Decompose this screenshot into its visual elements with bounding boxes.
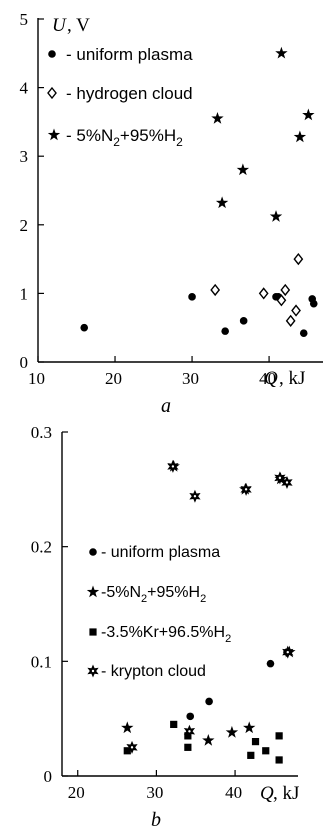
data-point: [184, 732, 192, 740]
data-point: [211, 111, 224, 124]
legend: - uniform plasma -5%N2+95%H2 -3.5%Kr+96.…: [101, 544, 231, 680]
data-point: [239, 317, 248, 325]
y-tick-label: 0: [44, 767, 53, 786]
data-point: [225, 725, 239, 738]
x-tick-label: 30: [146, 783, 163, 802]
legend-marker: [86, 585, 100, 598]
data-point: [262, 747, 270, 755]
data-point: [126, 740, 138, 754]
legend: - uniform plasma - hydrogen cloud - 5%N2…: [66, 45, 193, 149]
x-tick-label: 20: [68, 783, 85, 802]
y-tick-label: 5: [20, 10, 29, 29]
y-tick-label: 4: [20, 79, 29, 98]
y-tick-label: 0: [20, 353, 29, 372]
y-tick-label: 0.2: [31, 538, 52, 557]
legend-label: - uniform plasma: [101, 544, 220, 561]
data-point: [293, 130, 307, 143]
y-tick-label: 0.3: [31, 423, 52, 442]
legend-marker: [47, 128, 61, 141]
data-point: [302, 108, 315, 121]
data-point: [247, 751, 255, 759]
data-point: [167, 459, 179, 473]
data-point: [210, 283, 221, 297]
data-point: [258, 287, 269, 300]
y-tick-label: 2: [20, 216, 29, 235]
data-point: [275, 756, 283, 764]
legend-label: - uniform plasma: [66, 45, 193, 64]
panel-b: Q , kJ b 20 30 40 0 0.1 0.2 0.3 - uniform plas…: [31, 423, 300, 831]
legend-label: - krypton cloud: [101, 663, 206, 680]
data-point: [280, 283, 291, 297]
data-point: [240, 482, 252, 496]
x-axis-label: Q: [264, 368, 278, 389]
data-point: [236, 163, 250, 176]
x-tick-label: 20: [105, 369, 122, 388]
data-point: [276, 294, 287, 307]
panel-label-a: a: [161, 395, 171, 417]
x-tick-label: 40: [225, 783, 242, 802]
x-tick-label: 40: [259, 369, 276, 388]
legend-marker: [87, 664, 99, 678]
y-axis-unit: , V: [67, 15, 90, 36]
legend-marker: [89, 628, 97, 636]
y-tick-label: 3: [20, 147, 29, 166]
legend-label: -3.5%Kr+96.5%H2: [101, 624, 231, 645]
data-point: [221, 327, 229, 335]
data-point: [285, 314, 296, 327]
data-point: [281, 475, 293, 489]
data-point: [123, 747, 131, 755]
data-point: [202, 733, 215, 746]
data-point: [80, 323, 89, 332]
data-point: [274, 471, 286, 485]
x-tick-label: 30: [182, 369, 199, 388]
data-point: [170, 720, 178, 728]
data-point: [121, 721, 134, 734]
data-point: [299, 329, 308, 337]
data-point: [251, 738, 260, 746]
panel-label-b: b: [151, 809, 161, 831]
data-point: [186, 712, 195, 721]
data-point: [293, 252, 304, 266]
data-point: [309, 299, 318, 308]
data-point: [269, 210, 283, 222]
legend-label: -5%N2+95%H2: [101, 584, 206, 605]
legend-label: - hydrogen cloud: [66, 84, 193, 103]
legend-marker: [48, 50, 56, 58]
x-axis-unit: , kJ: [279, 368, 305, 389]
data-point: [282, 645, 294, 659]
data-point: [184, 743, 192, 751]
y-tick-label: 0.1: [31, 652, 52, 671]
panel-a: U , V Q , kJ a 10 20 30 40 0 1 2 3 4 5 - uniform …: [20, 10, 323, 417]
data-point: [188, 293, 196, 301]
data-point: [215, 196, 229, 209]
data-point: [275, 46, 288, 59]
x-axis-unit: , kJ: [273, 783, 299, 804]
data-point: [275, 732, 283, 740]
legend-label: - 5%N2+95%H2: [66, 126, 183, 149]
y-tick-label: 1: [20, 284, 29, 303]
legend-marker: [89, 548, 97, 556]
data-point: [189, 489, 201, 503]
data-point: [266, 659, 275, 668]
data-point: [205, 697, 213, 706]
x-axis-label: Q: [260, 783, 274, 804]
data-point: [183, 724, 196, 738]
y-axis-label: U: [52, 15, 67, 36]
legend-marker: [47, 86, 57, 100]
data-point: [291, 304, 301, 317]
data-point: [243, 721, 256, 734]
x-tick-label: 10: [28, 369, 45, 388]
